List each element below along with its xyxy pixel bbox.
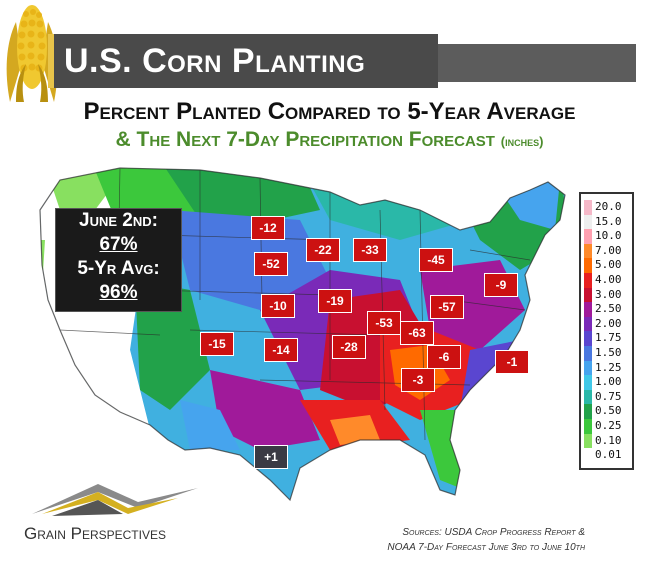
- legend-swatch: [584, 389, 592, 405]
- legend-item: 2.50: [581, 302, 632, 317]
- subtitle-line-1: Percent Planted Compared to 5-Year Avera…: [83, 98, 576, 125]
- legend-item: 10.0: [581, 229, 632, 244]
- title-bar: [48, 34, 438, 88]
- legend-label: 2.00: [595, 316, 622, 330]
- legend-swatch: [584, 375, 592, 390]
- state-badge: -22: [306, 238, 340, 262]
- legend-swatch: [584, 316, 592, 332]
- current-percent: 67%: [99, 234, 138, 255]
- legend-swatch: [584, 214, 592, 230]
- five-year-avg-label: 5-Yr Avg:: [77, 258, 160, 279]
- legend-swatch: [584, 448, 592, 463]
- subtitle-line-2-text: & The Next 7-Day Precipitation Forecast: [115, 128, 495, 151]
- legend-item: 20.0: [581, 200, 632, 215]
- legend-swatch: [584, 229, 592, 244]
- state-badge: +1: [254, 445, 288, 469]
- legend-swatch: [584, 360, 592, 376]
- subtitle-units: (inches): [500, 134, 544, 149]
- legend-label: 10.0: [595, 229, 622, 243]
- legend-swatch: [584, 346, 592, 361]
- subtitle-line-2: & The Next 7-Day Precipitation Forecast …: [0, 128, 659, 152]
- state-badge: -57: [430, 295, 464, 319]
- legend-swatch: [584, 273, 592, 288]
- legend-label: 0.75: [595, 389, 622, 403]
- current-date-label: June 2nd:: [79, 210, 158, 231]
- state-badge: -15: [200, 332, 234, 356]
- state-badge: -14: [264, 338, 298, 362]
- state-badge: -9: [484, 273, 518, 297]
- state-badge: -10: [261, 294, 295, 318]
- legend-label: 0.01: [595, 448, 622, 462]
- source-line-1: Sources: USDA Crop Progress Report &: [402, 527, 585, 538]
- state-badge: -63: [400, 321, 434, 345]
- state-badge: -45: [419, 248, 453, 272]
- legend-label: 15.0: [595, 214, 622, 228]
- legend-item: 1.50: [581, 346, 632, 361]
- title-bar-stripe: [48, 34, 54, 88]
- state-badge: -6: [427, 345, 461, 369]
- legend-item: 0.50: [581, 404, 632, 419]
- legend-swatch: [584, 404, 592, 419]
- legend-label: 1.50: [595, 346, 622, 359]
- legend-label: 1.00: [595, 375, 622, 389]
- planting-stat-box: June 2nd: 67% 5-Yr Avg: 96%: [55, 208, 182, 312]
- legend-swatch: [584, 331, 592, 346]
- legend-label: 7.00: [595, 243, 622, 257]
- legend-label: 1.75: [595, 331, 622, 345]
- state-badge: -33: [353, 238, 387, 262]
- legend-item: 0.75: [581, 389, 632, 405]
- state-badge: -19: [318, 289, 352, 313]
- legend-item: 1.25: [581, 360, 632, 376]
- legend-item: 1.00: [581, 375, 632, 390]
- title-bar-accent: [436, 44, 636, 82]
- state-badge: -53: [367, 311, 401, 335]
- legend-item: 0.25: [581, 419, 632, 434]
- legend-swatch: [584, 433, 592, 449]
- legend-item: 7.00: [581, 243, 632, 259]
- grain-perspectives-logo-icon: [32, 484, 198, 516]
- source-line-2: NOAA 7-Day Forecast June 3rd to June 10t…: [387, 542, 585, 553]
- brand-name: Grain Perspectives: [24, 524, 166, 543]
- legend-label: 0.50: [595, 404, 622, 418]
- page-title: U.S. Corn Planting: [64, 42, 366, 80]
- legend-item: 5.00: [581, 258, 632, 273]
- legend-item: 1.75: [581, 331, 632, 346]
- legend-label: 0.10: [595, 433, 622, 447]
- legend-swatch: [584, 287, 592, 303]
- legend-item: 2.00: [581, 316, 632, 332]
- legend-label: 4.00: [595, 273, 622, 286]
- legend-item: 0.10: [581, 433, 632, 449]
- state-badge: -12: [251, 216, 285, 240]
- state-badge: -3: [401, 368, 435, 392]
- legend-label: 0.25: [595, 419, 622, 432]
- legend-item: 3.00: [581, 287, 632, 303]
- state-badge: -1: [495, 350, 529, 374]
- legend-swatch: [584, 302, 592, 317]
- precip-legend: 20.0 15.0 10.0 7.00 5.00 4.00 3.00 2.50 2.00 1.75…: [579, 192, 634, 470]
- legend-label: 1.25: [595, 360, 622, 374]
- legend-swatch: [584, 258, 592, 273]
- legend-swatch: [584, 419, 592, 434]
- state-badge: -52: [254, 252, 288, 276]
- legend-swatch: [584, 243, 592, 259]
- legend-label: 5.00: [595, 258, 622, 272]
- legend-label: 3.00: [595, 287, 622, 301]
- legend-label: 20.0: [595, 200, 622, 213]
- five-year-avg-percent: 96%: [99, 282, 138, 303]
- legend-item: 15.0: [581, 214, 632, 230]
- state-badge: -28: [332, 335, 366, 359]
- legend-item: 4.00: [581, 273, 632, 288]
- legend-swatch: [584, 200, 592, 215]
- legend-item: 0.01: [581, 448, 632, 463]
- legend-label: 2.50: [595, 302, 622, 316]
